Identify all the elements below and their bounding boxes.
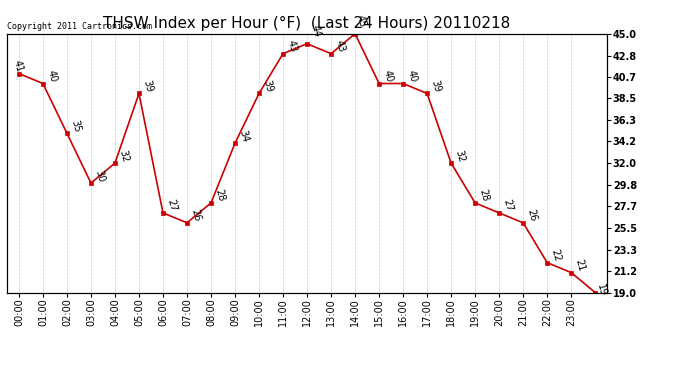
Text: 40: 40 xyxy=(406,69,418,84)
Text: 30: 30 xyxy=(93,169,106,183)
Text: 28: 28 xyxy=(213,188,226,203)
Text: Copyright 2011 Cartronics.com: Copyright 2011 Cartronics.com xyxy=(7,22,152,31)
Text: 39: 39 xyxy=(429,79,442,93)
Text: 27: 27 xyxy=(166,198,178,213)
Text: 27: 27 xyxy=(502,198,515,213)
Text: 41: 41 xyxy=(12,59,25,74)
Text: 43: 43 xyxy=(333,39,346,54)
Text: 45: 45 xyxy=(355,14,368,29)
Text: 32: 32 xyxy=(117,148,130,163)
Text: 40: 40 xyxy=(46,69,58,84)
Text: 44: 44 xyxy=(309,24,322,39)
Text: 26: 26 xyxy=(189,208,202,223)
Text: 19: 19 xyxy=(595,283,608,297)
Text: 35: 35 xyxy=(69,119,82,133)
Text: 26: 26 xyxy=(526,208,538,223)
Text: 28: 28 xyxy=(477,188,491,203)
Text: 34: 34 xyxy=(237,129,250,143)
Text: 39: 39 xyxy=(262,79,274,93)
Text: 40: 40 xyxy=(382,69,394,84)
Title: THSW Index per Hour (°F)  (Last 24 Hours) 20110218: THSW Index per Hour (°F) (Last 24 Hours)… xyxy=(104,16,511,31)
Text: 21: 21 xyxy=(573,258,586,273)
Text: 39: 39 xyxy=(141,79,154,93)
Text: 22: 22 xyxy=(549,248,562,262)
Text: 43: 43 xyxy=(286,39,298,54)
Text: 32: 32 xyxy=(453,148,466,163)
